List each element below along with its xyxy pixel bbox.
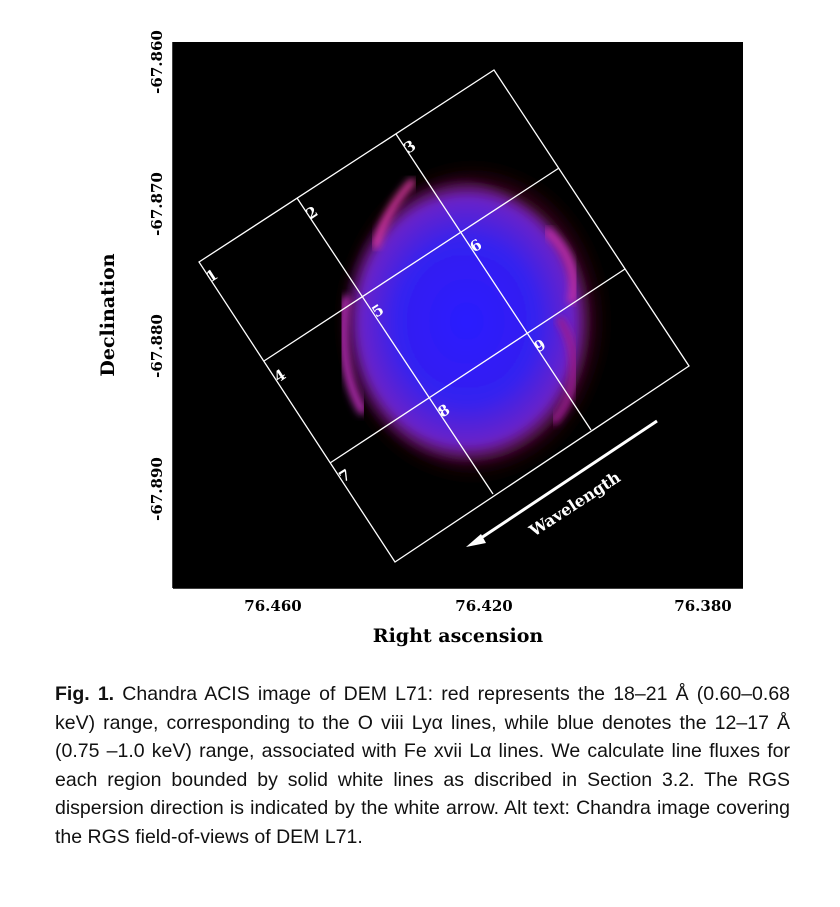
y-tick-label: -67.890 — [148, 457, 166, 521]
y-tick-label: -67.880 — [148, 314, 166, 378]
y-tick-label: -67.870 — [148, 172, 166, 236]
caption-label: Fig. 1. — [55, 683, 115, 705]
region-outline — [198, 69, 690, 563]
grid-line-d — [329, 268, 626, 464]
caption-text: Chandra ACIS image of DEM L71: red repre… — [55, 683, 791, 848]
figure-caption: Fig. 1. Chandra ACIS image of DEM L71: r… — [55, 680, 790, 852]
x-tick-label: 76.420 — [455, 597, 512, 615]
grid-line-a — [296, 197, 494, 495]
grid-line-c — [263, 167, 560, 362]
x-tick-labels: 76.460 76.420 76.380 — [244, 597, 731, 615]
y-tick-label: -67.860 — [148, 30, 166, 94]
remnant-emission — [337, 162, 608, 481]
figure: 1 2 3 4 5 6 7 8 9 Wavelength -67.860 -67… — [97, 30, 743, 647]
x-tick-label: 76.460 — [244, 597, 301, 615]
axis-ticks — [172, 42, 743, 589]
x-tick-label: 76.380 — [674, 597, 731, 615]
y-tick-labels: -67.860 -67.870 -67.880 -67.890 — [148, 30, 166, 521]
region-grid — [198, 69, 690, 563]
grid-line-b — [395, 133, 592, 431]
x-axis-label: Right ascension — [373, 625, 544, 647]
y-axis-label: Declination — [97, 253, 119, 376]
